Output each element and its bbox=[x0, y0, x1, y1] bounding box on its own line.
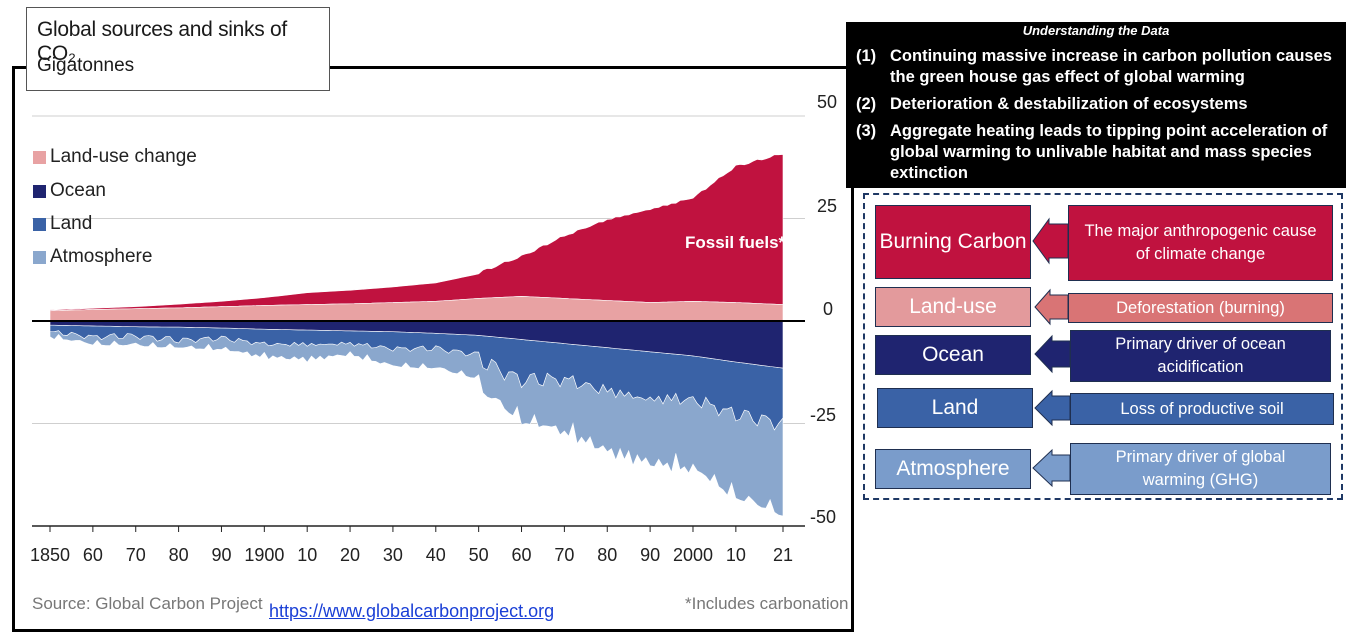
ocean-box: Ocean bbox=[875, 335, 1031, 375]
point-text: Aggregate heating leads to tipping point… bbox=[890, 122, 1328, 182]
y-tick-label: 25 bbox=[817, 196, 838, 216]
legend-label: Ocean bbox=[50, 180, 106, 201]
legend-label: Land bbox=[50, 213, 93, 234]
understanding-point: (2) Deterioration & destabilization of e… bbox=[856, 94, 1248, 115]
x-tick-label: 2000 bbox=[672, 545, 714, 565]
x-tick-label: 60 bbox=[82, 545, 103, 565]
land-description: Loss of productive soil bbox=[1070, 393, 1334, 425]
point-number: (2) bbox=[856, 95, 877, 113]
x-tick-label: 70 bbox=[125, 545, 146, 565]
atmosphere-description: Primary driver of global warming (GHG) bbox=[1070, 443, 1331, 495]
x-tick-label: 1900 bbox=[244, 545, 285, 565]
burning-carbon-box: Burning Carbon bbox=[875, 205, 1031, 279]
x-tick-label: 10 bbox=[725, 545, 746, 565]
x-tick-label: 70 bbox=[554, 545, 575, 565]
legend-label: Atmosphere bbox=[50, 246, 153, 267]
global-carbon-project-link[interactable]: https://www.globalcarbonproject.org bbox=[269, 601, 555, 621]
legend-item-atmosphere: Atmosphere bbox=[33, 246, 152, 268]
chart-title-box: Global sources and sinks of CO₂ Gigatonn… bbox=[26, 7, 330, 91]
legend-label: Land-use change bbox=[50, 146, 197, 167]
land-use-description: Deforestation (burning) bbox=[1068, 293, 1333, 323]
legend-swatch bbox=[33, 184, 46, 198]
understanding-point: (1) Continuing massive increase in carbo… bbox=[856, 46, 1332, 86]
chart-subtitle: Gigatonnes bbox=[37, 55, 135, 76]
understanding-header: Understanding the Data bbox=[1022, 23, 1170, 38]
x-tick-label: 90 bbox=[640, 545, 661, 565]
x-tick-label: 60 bbox=[511, 545, 532, 565]
point-number: (3) bbox=[856, 122, 877, 140]
legend-swatch bbox=[33, 217, 46, 231]
legend-swatch bbox=[33, 150, 46, 164]
legend-swatch bbox=[33, 250, 46, 264]
x-tick-label: 1850 bbox=[30, 545, 71, 565]
diagram-dashed-box bbox=[863, 193, 1343, 500]
x-tick-label: 21 bbox=[773, 545, 794, 565]
y-tick-label: -50 bbox=[810, 507, 837, 527]
understanding-point: (3) Aggregate heating leads to tipping p… bbox=[856, 121, 1327, 182]
y-tick-label: -25 bbox=[810, 405, 837, 425]
legend-item-ocean: Ocean bbox=[33, 180, 106, 202]
point-text: Continuing massive increase in carbon po… bbox=[890, 47, 1332, 86]
x-tick-label: 30 bbox=[382, 545, 403, 565]
chart-title: Global sources and sinks of CO₂ bbox=[37, 18, 287, 65]
series-area-fossil-fuels bbox=[49, 154, 784, 312]
atmosphere-box: Atmosphere bbox=[875, 449, 1031, 489]
burning-carbon-description: The major anthropogenic cause of climate… bbox=[1068, 205, 1333, 281]
land-use-box: Land-use bbox=[875, 287, 1031, 327]
legend-item-land-use: Land-use change bbox=[33, 146, 197, 168]
y-tick-label: 0 bbox=[823, 299, 834, 319]
x-tick-label: 40 bbox=[425, 545, 446, 565]
x-tick-label: 80 bbox=[168, 545, 189, 565]
x-tick-label: 20 bbox=[340, 545, 361, 565]
arrow-icon bbox=[1034, 334, 1071, 374]
carbonation-note: *Includes carbonation bbox=[685, 594, 849, 613]
point-number: (1) bbox=[856, 47, 877, 65]
arrow-icon bbox=[1032, 448, 1071, 488]
fossil-fuels-annotation: Fossil fuels* bbox=[685, 233, 786, 252]
land-box: Land bbox=[877, 388, 1033, 428]
x-tick-label: 50 bbox=[468, 545, 489, 565]
arrow-icon bbox=[1034, 389, 1071, 427]
arrow-icon bbox=[1032, 217, 1069, 265]
y-tick-label: 50 bbox=[817, 92, 838, 112]
x-tick-label: 80 bbox=[597, 545, 618, 565]
legend-item-land: Land bbox=[33, 213, 92, 235]
arrow-icon bbox=[1034, 288, 1069, 326]
chart-plot-area bbox=[32, 115, 805, 532]
x-tick-label: 90 bbox=[211, 545, 232, 565]
ocean-description: Primary driver of ocean acidification bbox=[1070, 330, 1331, 382]
x-tick-label: 10 bbox=[297, 545, 318, 565]
source-note: Source: Global Carbon Project bbox=[32, 594, 263, 613]
point-text: Deterioration & destabilization of ecosy… bbox=[890, 95, 1248, 113]
understanding-panel: Understanding the Data (1) Continuing ma… bbox=[846, 22, 1346, 188]
